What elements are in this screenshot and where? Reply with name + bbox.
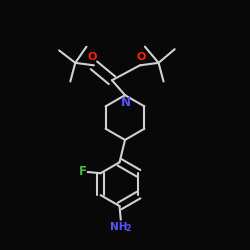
Text: NH: NH [110,222,128,232]
Text: 2: 2 [125,224,130,233]
Text: F: F [79,165,87,178]
Text: N: N [120,96,130,110]
Text: O: O [136,52,146,62]
Text: O: O [88,52,97,62]
